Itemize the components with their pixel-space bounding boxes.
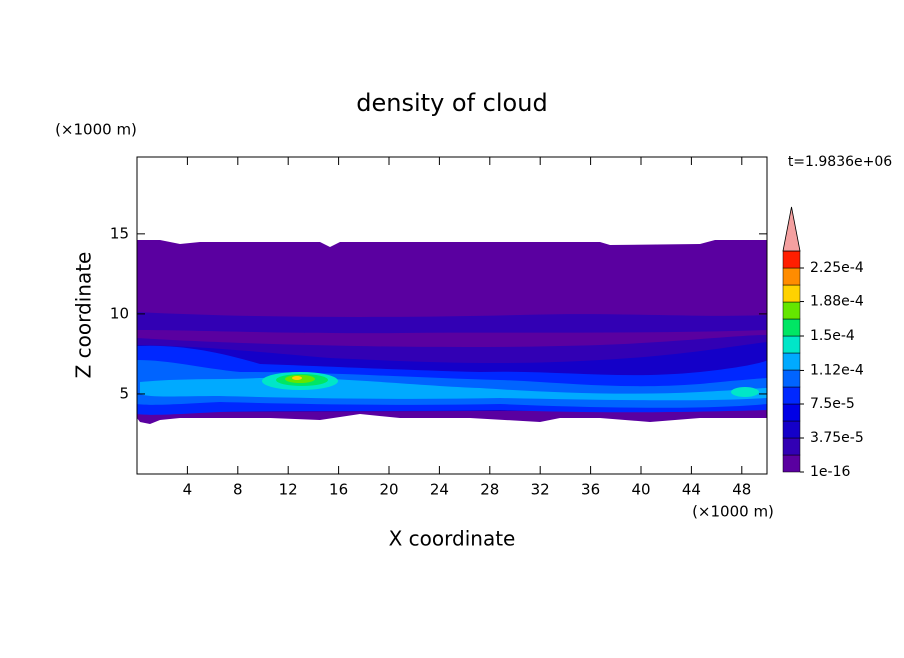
colorbar-tick-label: 1.5e-4 xyxy=(810,328,855,344)
x-tick-label: 8 xyxy=(233,481,243,499)
colorbar-box xyxy=(782,403,801,422)
x-tick-label: 24 xyxy=(430,481,449,499)
x-axis-label: X coordinate xyxy=(389,527,516,551)
x-tick-label: 32 xyxy=(531,481,550,499)
x-unit: (×1000 m) xyxy=(692,503,774,521)
time-label: t=1.9836e+06 xyxy=(788,154,892,170)
y-tick-label: 5 xyxy=(119,384,129,402)
x-tick-label: 20 xyxy=(379,481,398,499)
colorbar-box xyxy=(782,301,801,320)
x-tick-label: 12 xyxy=(279,481,298,499)
y-tick-label: 10 xyxy=(110,304,129,322)
y-axis-label: Z coordinate xyxy=(72,252,96,379)
x-tick-label: 36 xyxy=(581,481,600,499)
y-tick-label: 15 xyxy=(110,224,129,242)
colorbar-tick-label: 2.25e-4 xyxy=(810,260,864,276)
x-tick-label: 44 xyxy=(682,481,701,499)
y-unit: (×1000 m) xyxy=(55,121,137,139)
colorbar-box xyxy=(782,386,801,405)
x-tick-label: 28 xyxy=(480,481,499,499)
colorbar-tick-label: 1.88e-4 xyxy=(810,294,864,310)
x-tick-label: 40 xyxy=(631,481,650,499)
plot-frame xyxy=(136,156,768,475)
chart-title: density of cloud xyxy=(356,89,547,117)
colorbar-box xyxy=(782,335,801,354)
colorbar-tick-label: 1.12e-4 xyxy=(810,362,864,378)
contour-field xyxy=(137,240,767,424)
colorbar-box xyxy=(782,267,801,286)
colorbar-box xyxy=(782,369,801,388)
x-tick-label: 48 xyxy=(732,481,751,499)
x-tick-label: 16 xyxy=(329,481,348,499)
colorbar-box xyxy=(782,454,801,473)
colorbar-box xyxy=(782,437,801,456)
colorbar-box xyxy=(782,420,801,439)
colorbar-box xyxy=(782,352,801,371)
colorbar-tick-label: 1e-16 xyxy=(810,464,850,480)
colorbar-box xyxy=(782,318,801,337)
colorbar-tick-label: 3.75e-5 xyxy=(810,430,864,446)
colorbar-box xyxy=(782,284,801,303)
colorbar-extend xyxy=(782,206,801,252)
colorbar-tick-label: 7.5e-5 xyxy=(810,396,855,412)
x-tick-label: 4 xyxy=(183,481,193,499)
colorbar-box xyxy=(782,250,801,269)
